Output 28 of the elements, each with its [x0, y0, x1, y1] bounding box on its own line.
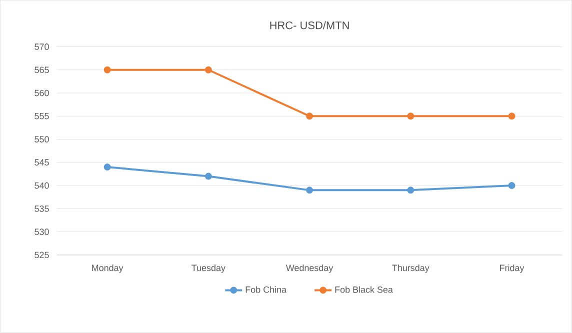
point: [508, 182, 516, 190]
x-tick-label: Friday: [500, 264, 524, 273]
legend-label: Fob China: [246, 286, 287, 293]
point: [508, 112, 516, 120]
point: [306, 186, 314, 194]
point: [306, 112, 314, 120]
point: [104, 164, 111, 171]
legend-label: Fob Black Sea: [335, 286, 393, 293]
point: [204, 66, 212, 74]
x-tick-label: Monday: [92, 264, 124, 273]
y-tick-label: 540: [34, 182, 49, 189]
y-tick-label: 530: [34, 228, 49, 236]
y-tick-label: 570: [34, 44, 49, 50]
chart-title: HRC- USD/MTN: [270, 21, 349, 30]
y-tick-label: 535: [34, 206, 49, 212]
y-tick-label: 560: [34, 90, 49, 96]
y-tick-label: 525: [34, 252, 49, 258]
y-tick-label: 555: [34, 113, 49, 120]
point: [407, 186, 414, 194]
point: [204, 172, 212, 180]
point: [407, 112, 414, 120]
x-tick-label: Tuesday: [192, 264, 226, 273]
x-tick-label: Wednesday: [286, 264, 334, 273]
y-tick-label: 545: [34, 159, 49, 166]
y-tick-label: 550: [34, 136, 49, 143]
y-tick-label: 565: [34, 66, 49, 74]
x-tick-label: Thursday: [392, 264, 430, 273]
point: [104, 66, 111, 74]
